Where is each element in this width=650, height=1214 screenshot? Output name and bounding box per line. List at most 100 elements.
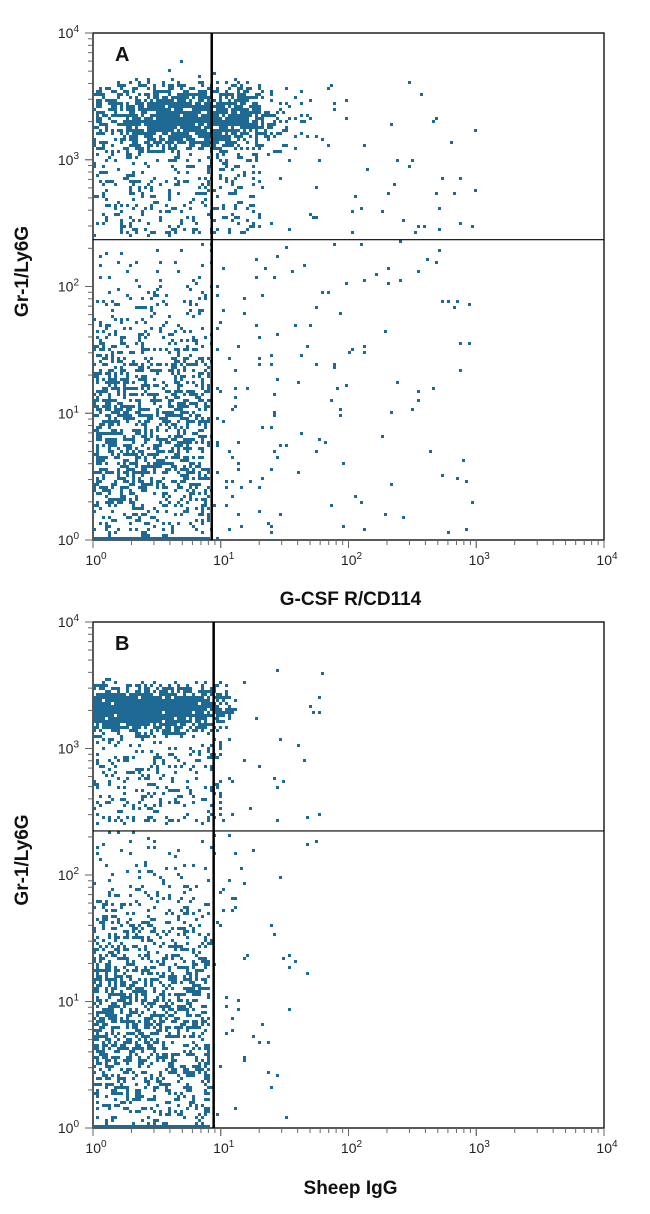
data-point bbox=[126, 444, 129, 447]
data-point bbox=[240, 231, 243, 234]
data-point bbox=[186, 111, 189, 114]
data-point bbox=[270, 114, 273, 117]
data-point bbox=[147, 138, 150, 141]
data-point bbox=[207, 399, 210, 402]
data-point bbox=[108, 396, 111, 399]
data-point bbox=[186, 390, 189, 393]
data-point bbox=[141, 378, 144, 381]
data-point bbox=[339, 414, 342, 417]
data-point bbox=[114, 303, 117, 306]
data-point bbox=[168, 105, 171, 108]
data-point bbox=[261, 90, 264, 93]
data-point bbox=[159, 126, 162, 129]
data-point bbox=[114, 387, 117, 390]
data-point bbox=[225, 144, 228, 147]
data-point bbox=[132, 435, 135, 438]
data-point bbox=[144, 534, 147, 537]
data-point bbox=[153, 291, 156, 294]
data-point bbox=[99, 408, 102, 411]
data-point bbox=[165, 429, 168, 432]
data-point bbox=[165, 129, 168, 132]
data-point bbox=[93, 165, 96, 168]
data-point bbox=[153, 87, 156, 90]
data-point bbox=[159, 261, 162, 264]
data-point bbox=[165, 102, 168, 105]
data-point bbox=[243, 114, 246, 117]
data-point bbox=[165, 438, 168, 441]
data-point bbox=[132, 129, 135, 132]
data-point bbox=[156, 102, 159, 105]
data-point bbox=[237, 87, 240, 90]
data-point bbox=[141, 150, 144, 153]
data-point bbox=[162, 81, 165, 84]
data-point bbox=[246, 87, 249, 90]
data-point bbox=[162, 102, 165, 105]
data-point bbox=[219, 708, 222, 711]
data-point bbox=[183, 429, 186, 432]
data-point bbox=[144, 441, 147, 444]
data-point bbox=[126, 204, 129, 207]
data-point bbox=[129, 699, 132, 702]
data-point bbox=[225, 162, 228, 165]
data-point bbox=[153, 120, 156, 123]
data-point bbox=[108, 408, 111, 411]
data-point bbox=[189, 99, 192, 102]
data-point bbox=[129, 111, 132, 114]
data-point bbox=[177, 537, 180, 540]
data-point bbox=[162, 687, 165, 690]
data-point bbox=[243, 312, 246, 315]
data-point bbox=[207, 138, 210, 141]
data-point bbox=[141, 306, 144, 309]
data-point bbox=[96, 462, 99, 465]
data-point bbox=[150, 432, 153, 435]
data-point bbox=[141, 468, 144, 471]
data-point bbox=[174, 123, 177, 126]
data-point bbox=[186, 93, 189, 96]
data-point bbox=[258, 336, 261, 339]
data-point bbox=[153, 525, 156, 528]
data-point bbox=[186, 450, 189, 453]
data-point bbox=[342, 462, 345, 465]
data-point bbox=[243, 174, 246, 177]
x-axis-label: G-CSF R/CD114 bbox=[280, 589, 422, 610]
data-point bbox=[207, 384, 210, 387]
data-point bbox=[300, 354, 303, 357]
data-point bbox=[201, 192, 204, 195]
data-point bbox=[111, 132, 114, 135]
data-point bbox=[177, 381, 180, 384]
data-point bbox=[348, 351, 351, 354]
data-point bbox=[225, 480, 228, 483]
data-point bbox=[243, 90, 246, 93]
data-point bbox=[354, 195, 357, 198]
data-point bbox=[102, 720, 105, 723]
data-point bbox=[114, 345, 117, 348]
data-point bbox=[429, 450, 432, 453]
data-point bbox=[162, 438, 165, 441]
data-point bbox=[123, 120, 126, 123]
data-point bbox=[99, 105, 102, 108]
data-point bbox=[180, 402, 183, 405]
data-point bbox=[132, 429, 135, 432]
data-point bbox=[126, 114, 129, 117]
data-point bbox=[159, 285, 162, 288]
data-point bbox=[183, 330, 186, 333]
data-point bbox=[129, 144, 132, 147]
data-point bbox=[204, 537, 207, 540]
data-point bbox=[96, 378, 99, 381]
data-point bbox=[117, 453, 120, 456]
data-point bbox=[180, 705, 183, 708]
data-point bbox=[105, 705, 108, 708]
data-point bbox=[123, 696, 126, 699]
data-point bbox=[96, 480, 99, 483]
data-point bbox=[135, 102, 138, 105]
data-point bbox=[273, 393, 276, 396]
data-point bbox=[231, 102, 234, 105]
data-point bbox=[198, 99, 201, 102]
data-point bbox=[189, 465, 192, 468]
data-point bbox=[195, 699, 198, 702]
data-point bbox=[156, 465, 159, 468]
data-point bbox=[186, 420, 189, 423]
data-point bbox=[108, 432, 111, 435]
data-point bbox=[120, 318, 123, 321]
data-point bbox=[198, 372, 201, 375]
